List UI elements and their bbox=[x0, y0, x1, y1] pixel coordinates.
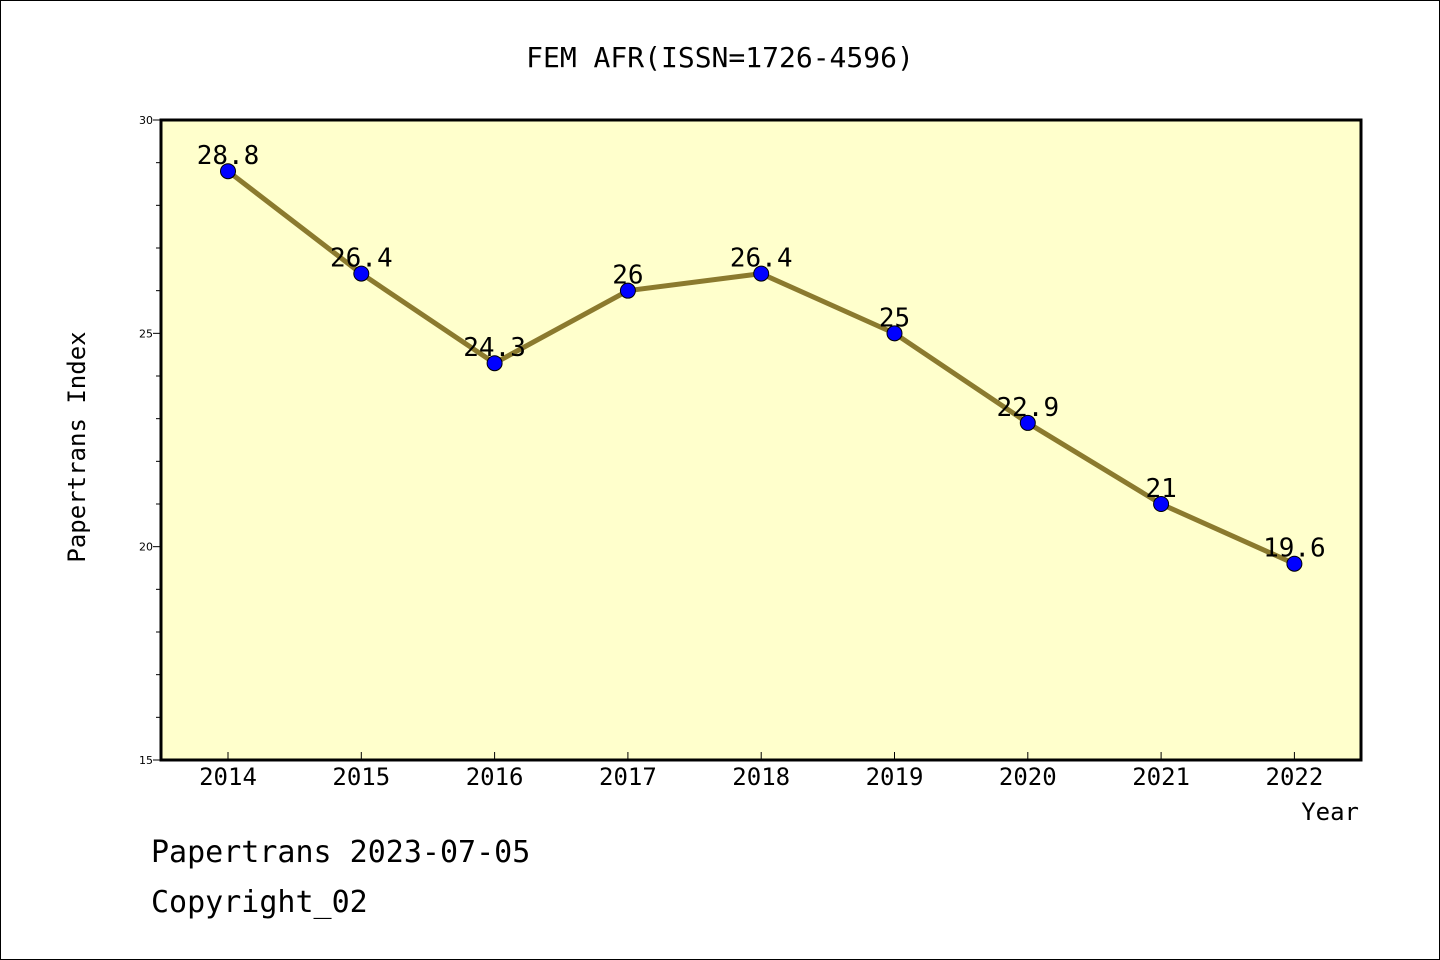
y-tick-label: 25 bbox=[139, 327, 153, 340]
data-label: 24.3 bbox=[463, 333, 526, 363]
x-tick-label: 2018 bbox=[732, 763, 790, 791]
data-point-marker bbox=[353, 265, 370, 282]
x-tick-label: 2021 bbox=[1132, 763, 1190, 791]
plot-area bbox=[161, 120, 1361, 760]
data-point-marker bbox=[1286, 555, 1303, 572]
data-label: 22.9 bbox=[996, 393, 1059, 423]
data-point-marker bbox=[1153, 496, 1170, 512]
x-tick-label: 2020 bbox=[999, 763, 1057, 791]
y-tick-label: 15 bbox=[139, 754, 153, 767]
data-label: 26 bbox=[612, 261, 643, 291]
footer-date-text: Papertrans 2023-07-05 bbox=[151, 835, 531, 870]
x-tick-label: 2014 bbox=[199, 763, 257, 791]
data-label: 19.6 bbox=[1263, 534, 1326, 564]
x-axis-ticks: 2014 2015 2016 2017 2018 2019 2020 2021 2022 bbox=[199, 752, 1323, 791]
y-axis-ticks: 15 20 25 30 bbox=[139, 114, 161, 767]
data-label: 26.4 bbox=[330, 244, 393, 274]
x-axis-label: Year bbox=[1301, 798, 1359, 826]
data-point-marker bbox=[220, 163, 236, 180]
data-point-marker bbox=[1019, 414, 1036, 431]
data-point-marker bbox=[619, 282, 636, 299]
data-points bbox=[220, 163, 1303, 572]
y-axis-label: Papertrans Index bbox=[63, 331, 91, 562]
x-tick-label: 2017 bbox=[599, 763, 657, 791]
chart-title: FEM AFR(ISSN=1726-4596) bbox=[526, 41, 914, 74]
data-label: 21 bbox=[1145, 474, 1176, 504]
data-labels: 28.8 26.4 24.3 26 26.4 25 22.9 21 19.6 bbox=[197, 141, 1326, 564]
data-label: 25 bbox=[879, 303, 910, 333]
data-label: 28.8 bbox=[197, 141, 260, 171]
data-label: 26.4 bbox=[730, 244, 793, 274]
plot-border bbox=[159, 118, 1363, 762]
x-tick-label: 2022 bbox=[1266, 763, 1324, 791]
y-tick-label: 20 bbox=[139, 541, 153, 554]
data-point-marker bbox=[753, 265, 770, 282]
data-point-marker bbox=[886, 325, 903, 342]
x-tick-label: 2015 bbox=[332, 763, 390, 791]
x-tick-label: 2019 bbox=[866, 763, 924, 791]
data-point-marker bbox=[486, 355, 503, 372]
x-tick-label: 2016 bbox=[466, 763, 524, 791]
y-tick-label: 30 bbox=[139, 114, 153, 127]
footer-copyright-text: Copyright_02 bbox=[151, 885, 368, 920]
